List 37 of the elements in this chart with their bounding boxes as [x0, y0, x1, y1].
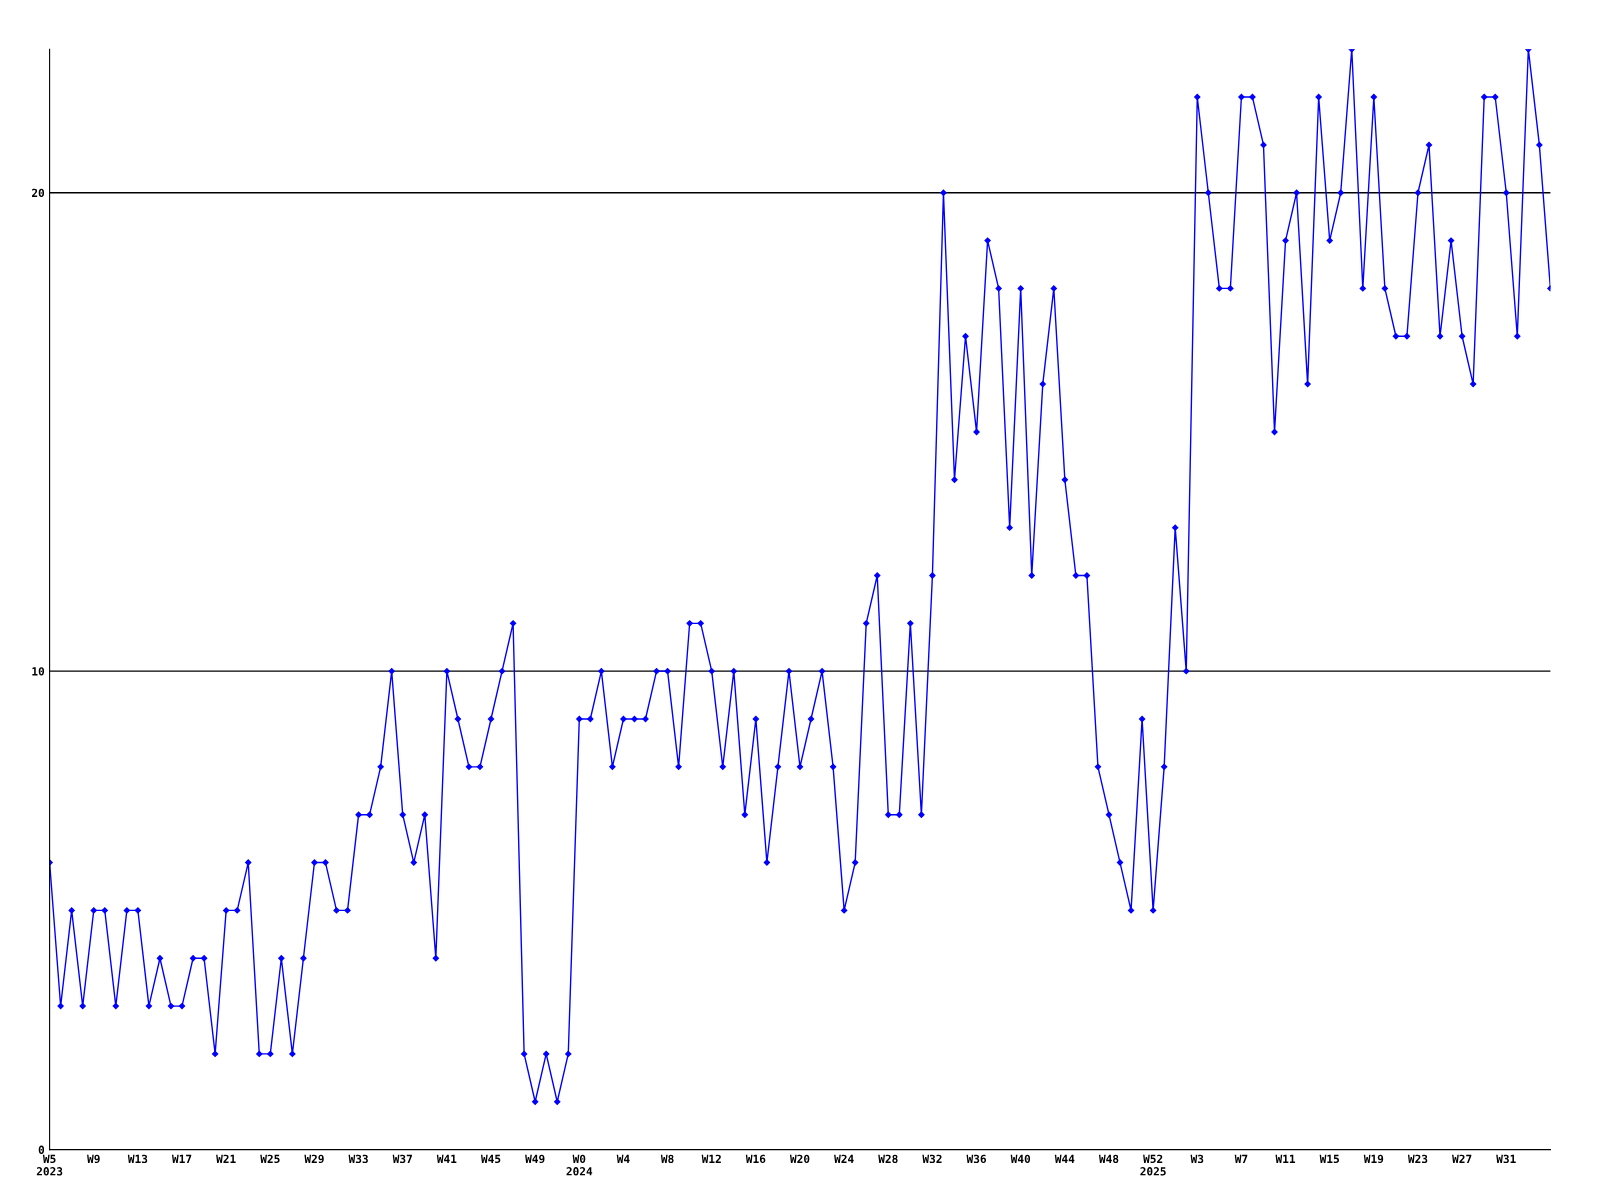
x-tick-label: W28 [878, 1154, 898, 1164]
x-tick-label: W0 2024 [566, 1154, 593, 1176]
y-tick-label: 10 [32, 667, 45, 676]
x-tick-label: W5 2023 [36, 1154, 63, 1176]
x-tick-label: W36 [966, 1154, 986, 1164]
x-tick-label: W8 [660, 1154, 674, 1164]
x-tick-label: W9 [87, 1154, 100, 1164]
x-tick-label: W15 [1319, 1154, 1339, 1164]
x-tick-label: W13 [127, 1154, 148, 1164]
y-tick-label: 0 [38, 1145, 45, 1154]
x-tick-label: W40 [1010, 1154, 1031, 1164]
x-tick-label: W3 [1190, 1154, 1204, 1164]
x-tick-label: W49 [525, 1154, 545, 1164]
x-tick-label: W41 [436, 1154, 457, 1163]
x-tick-label: W31 [1496, 1154, 1516, 1164]
x-tick-label: W20 [789, 1154, 810, 1164]
x-tick-label: W21 [216, 1154, 236, 1163]
x-tick-label: W48 [1098, 1154, 1119, 1164]
x-tick-label: W52 2025 [1140, 1154, 1166, 1176]
x-tick-label: W24 [834, 1154, 854, 1163]
x-tick-label: W33 [348, 1154, 368, 1164]
x-tick-label: W4 [616, 1154, 630, 1163]
x-tick-label: W27 [1452, 1154, 1472, 1163]
x-tick-label: W17 [171, 1154, 192, 1163]
x-tick-label: W11 [1275, 1154, 1296, 1163]
x-tick-label: W19 [1363, 1154, 1384, 1164]
x-tick-label: W7 [1234, 1154, 1248, 1163]
x-tick-label: W12 [701, 1154, 721, 1163]
x-tick-label: W25 [260, 1154, 280, 1164]
x-tick-label: W23 [1407, 1154, 1428, 1164]
y-tick-label: 20 [31, 188, 45, 198]
x-tick-label: W44 [1054, 1154, 1075, 1163]
x-tick-label: W29 [304, 1154, 324, 1164]
x-tick-label: W32 [922, 1154, 942, 1164]
x-tick-label: W45 [480, 1154, 501, 1164]
x-tick-label: W37 [392, 1154, 412, 1164]
x-tick-label: W16 [745, 1154, 766, 1164]
